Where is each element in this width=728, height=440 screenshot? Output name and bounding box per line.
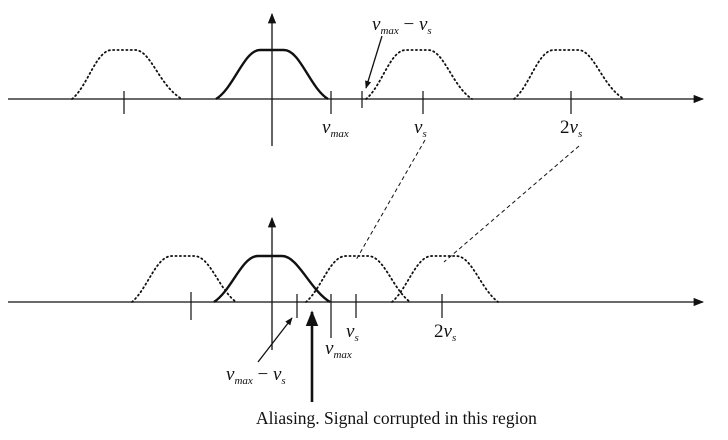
top-label-2vs: 2νs	[560, 117, 582, 140]
guide-2vs-shift	[443, 145, 580, 263]
top-label-vmax-minus-vs: νmax − νs	[372, 14, 432, 37]
aliasing-caption: Aliasing. Signal corrupted in this regio…	[256, 408, 537, 428]
top-label-vs: νs	[414, 117, 427, 140]
bottom-alias-replica-left	[131, 255, 237, 303]
top-vmax-minus-vs-pointer	[365, 35, 383, 89]
top-alias-replica-vs	[365, 49, 473, 100]
top-label-vmax: νmax	[322, 117, 349, 140]
bottom-baseband-spectrum	[213, 254, 331, 304]
top-spectrum-panel: νmax − νs νmax νs 2νs	[8, 12, 705, 146]
bottom-spectrum-panel: νs 2νs νmax νmax − νs Aliasing. Signal c…	[8, 216, 705, 428]
bottom-label-vs: νs	[346, 321, 359, 344]
top-baseband-spectrum	[215, 48, 329, 101]
bottom-alias-replica-2vs	[391, 255, 499, 303]
bottom-label-2vs: 2νs	[434, 321, 456, 344]
top-alias-replica-left	[71, 49, 183, 100]
bottom-alias-replica-vs	[305, 255, 411, 303]
bottom-vmax-minus-vs-pointer	[257, 317, 293, 363]
bottom-label-vmax-minus-vs: νmax − νs	[226, 364, 286, 387]
top-alias-replica-2vs	[513, 49, 625, 100]
guide-vs-shift	[355, 139, 426, 261]
bottom-label-vmax: νmax	[325, 338, 352, 361]
